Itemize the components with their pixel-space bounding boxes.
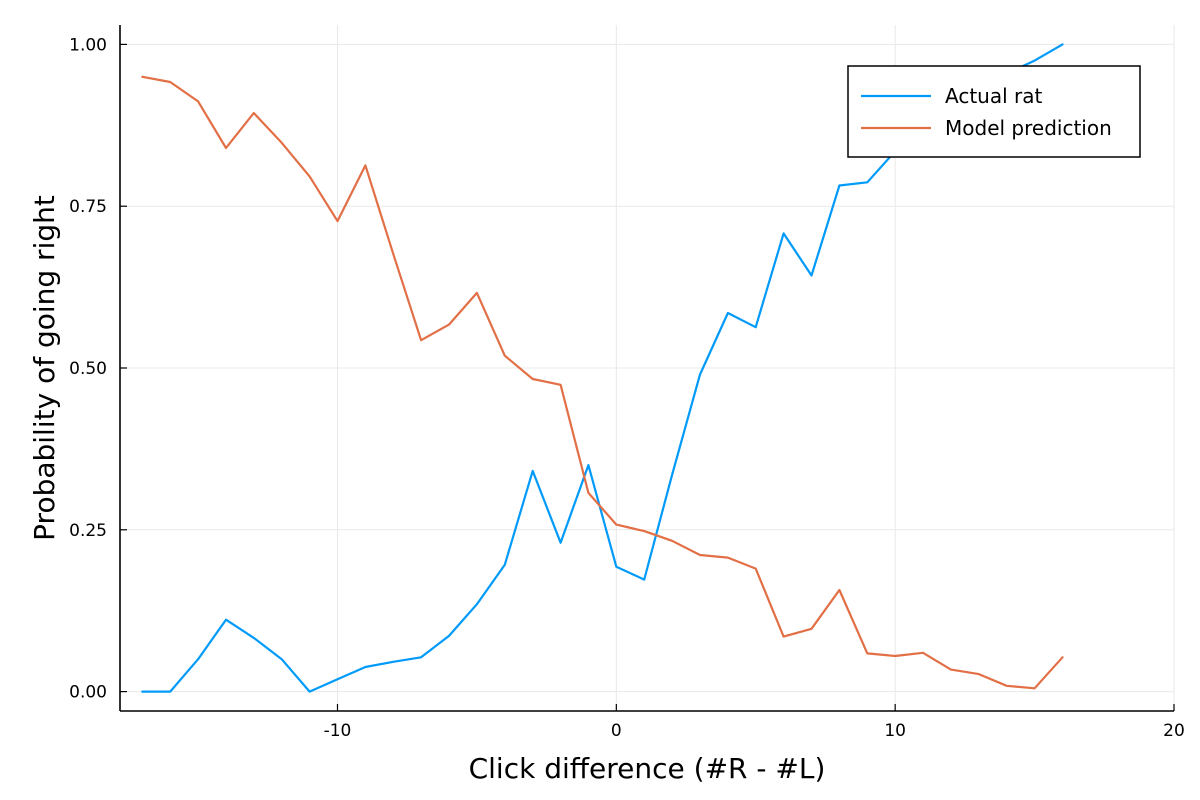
legend-box <box>847 65 1141 158</box>
y-tick-label: 1.00 <box>69 35 107 55</box>
x-tick-label: 20 <box>1163 721 1185 741</box>
y-axis-title: Probability of going right <box>28 195 61 541</box>
x-tick-label: 10 <box>884 721 906 741</box>
y-tick-label: 0.50 <box>69 359 107 379</box>
axes <box>119 25 1175 712</box>
legend-label: Model prediction <box>945 116 1112 140</box>
tick-labels: -10 0 10 20 0.00 0.25 0.50 0.75 1.00 <box>69 35 1185 741</box>
x-axis-title: Click difference (#R - #L) <box>469 752 826 785</box>
y-tick-label: 0.00 <box>69 683 107 703</box>
x-tick-label: -10 <box>324 721 352 741</box>
x-tick-label: 0 <box>611 721 622 741</box>
legend-label: Actual rat <box>945 84 1042 108</box>
y-tick-label: 0.25 <box>69 521 107 541</box>
legend: Actual rat Model prediction <box>847 65 1141 158</box>
y-tick-label: 0.75 <box>69 197 107 217</box>
series-line-model-prediction <box>141 75 1064 690</box>
